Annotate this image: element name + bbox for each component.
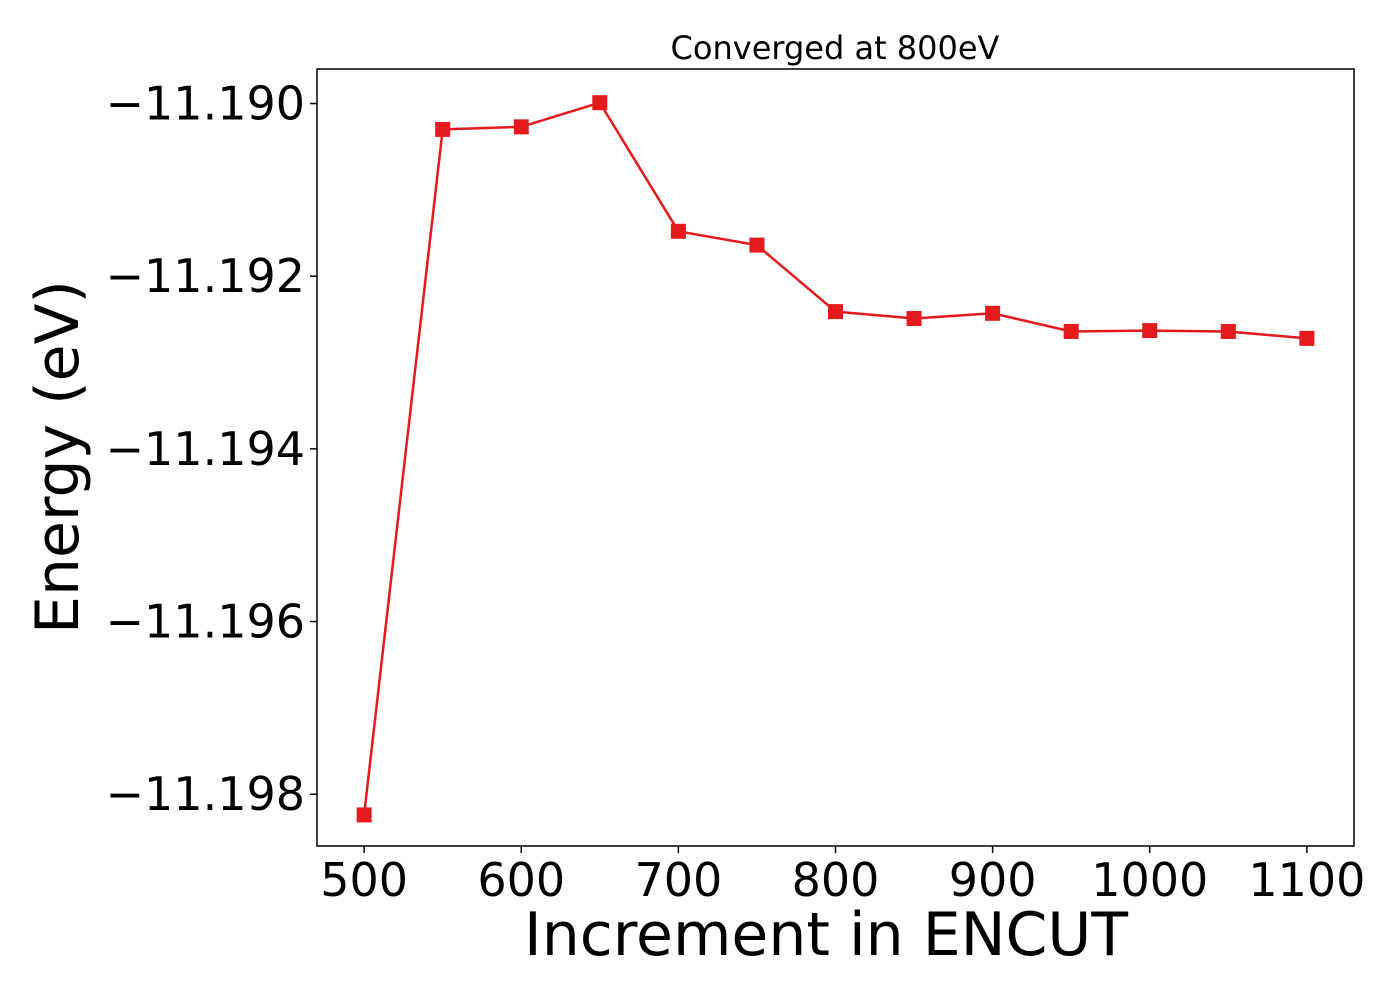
plot-frame: [316, 68, 1355, 847]
y-tick-label: −11.192: [106, 249, 306, 303]
data-point: [828, 304, 843, 320]
data-point: [1220, 323, 1236, 339]
data-point: [906, 311, 922, 327]
data-point: [592, 95, 608, 111]
data-point: [356, 807, 372, 823]
x-tick-label: 900: [949, 853, 1037, 907]
y-tick-label: −11.198: [106, 767, 306, 821]
data-point: [513, 119, 529, 135]
plot-area: 500 600 700 800 900 1000 1100 −11.190 −11.192 −11…: [106, 68, 1365, 907]
series-line: [362, 101, 1308, 816]
data-point: [749, 237, 765, 253]
y-tick-label: −11.190: [106, 77, 306, 131]
data-point: [435, 121, 451, 137]
x-tick-label: 1100: [1248, 853, 1365, 907]
data-point: [670, 223, 686, 239]
x-tick-label: 800: [792, 853, 880, 907]
data-point: [1299, 330, 1315, 346]
y-axis-title: Energy (eV): [23, 280, 93, 634]
chart-title: Converged at 800eV: [671, 29, 1000, 67]
x-tick-label: 1000: [1091, 853, 1208, 907]
x-tick-label: 500: [320, 853, 408, 907]
data-point: [985, 305, 1001, 321]
data-point: [1063, 323, 1079, 339]
x-tick-label: 700: [634, 853, 722, 907]
y-tick-label: −11.194: [106, 422, 306, 476]
x-axis-title: Increment in ENCUT: [524, 900, 1128, 970]
y-tick-label: −11.196: [106, 595, 306, 649]
data-point: [1142, 323, 1158, 339]
x-tick-label: 600: [477, 853, 565, 907]
